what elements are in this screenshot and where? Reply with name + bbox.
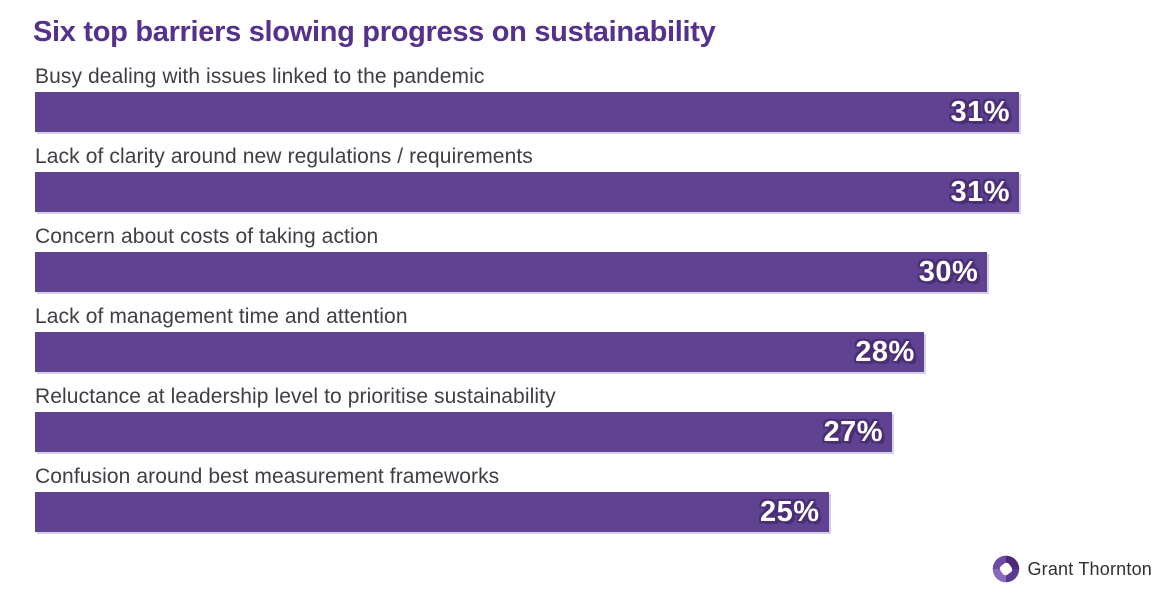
bar-value-label: 27% [823,415,884,448]
bar: 25% [35,492,829,532]
grant-thornton-logo: Grant Thornton [992,555,1152,583]
page-title: Six top barriers slowing progress on sus… [33,16,716,48]
bar-chart: Busy dealing with issues linked to the p… [35,64,1019,532]
bar-value-label: 28% [855,335,915,368]
bar-value-label: 30% [918,255,979,288]
bar-category-label: Confusion around best measurement framew… [35,465,500,488]
bar: 31% [35,92,1019,132]
bar: 30% [35,252,988,292]
grant-thornton-logo-text: Grant Thornton [1027,558,1152,579]
bar-category-label: Lack of management time and attention [35,305,408,328]
bar-value-label: 31% [950,95,1010,128]
chart-row: Confusion around best measurement framew… [35,464,1019,532]
bar-value-label: 25% [760,495,820,528]
bar-category-label: Busy dealing with issues linked to the p… [35,65,485,88]
chart-row: Concern about costs of taking action 30% [35,224,1019,292]
grant-thornton-swirl-icon [993,555,1020,583]
bar-category-label: Reluctance at leadership level to priori… [35,385,556,408]
chart-row: Lack of management time and attention 28% [35,304,1019,372]
bar: 31% [35,172,1019,212]
bar: 27% [35,412,893,452]
chart-row: Lack of clarity around new regulations /… [35,144,1019,212]
chart-row: Busy dealing with issues linked to the p… [35,64,1019,132]
bar: 28% [35,332,924,372]
chart-row: Reluctance at leadership level to priori… [35,384,1019,452]
bar-value-label: 31% [950,175,1010,208]
bar-category-label: Concern about costs of taking action [35,225,379,248]
bar-category-label: Lack of clarity around new regulations /… [35,145,533,168]
